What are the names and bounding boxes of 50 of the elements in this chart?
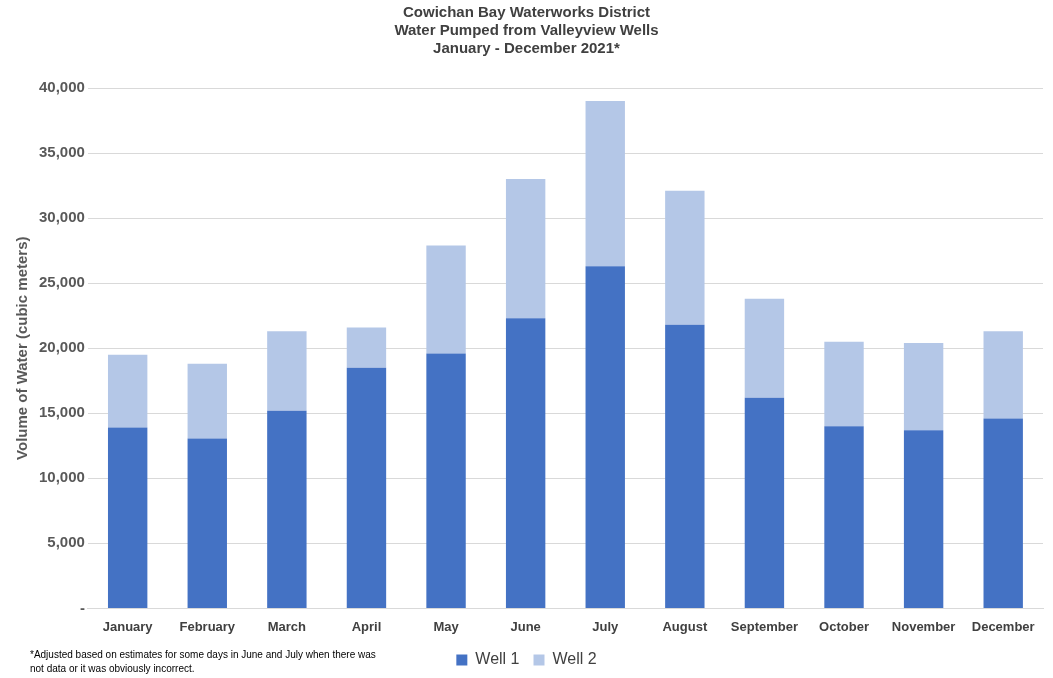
legend-label: Well 1: [475, 650, 520, 668]
bar: [824, 426, 864, 608]
bar: [107, 427, 148, 608]
x-tick-label: July: [592, 618, 620, 634]
bar: [903, 343, 944, 431]
y-tick-label: -: [79, 598, 85, 616]
bar: [346, 327, 387, 368]
x-tick-label: December: [971, 618, 1035, 634]
x-tick-label: March: [267, 618, 307, 634]
bar: [505, 318, 546, 608]
bar: [585, 266, 625, 608]
x-tick-label: February: [179, 618, 236, 634]
x-tick-label: September: [730, 618, 799, 634]
y-axis-title: Volume of Water (cubic meters): [13, 236, 31, 460]
bar: [983, 331, 1023, 419]
x-tick-label: April: [351, 618, 382, 634]
bar: [267, 410, 307, 608]
y-tick-label: 35,000: [38, 143, 85, 161]
x-tick-label: August: [662, 618, 708, 634]
bar: [665, 324, 705, 608]
bar: [187, 363, 227, 439]
x-tick-label: November: [891, 618, 956, 634]
bar: [744, 397, 785, 608]
x-tick-label: October: [819, 618, 869, 634]
bar: [585, 101, 625, 267]
bar: [744, 298, 785, 398]
y-tick-label: 20,000: [38, 338, 85, 356]
bar: [983, 418, 1023, 608]
y-tick-label: 5,000: [47, 533, 85, 551]
y-tick-label: 30,000: [38, 208, 85, 226]
y-tick-label: 15,000: [38, 403, 85, 421]
bar: [107, 354, 148, 428]
x-tick-label: May: [433, 618, 460, 634]
bar: [426, 245, 466, 354]
legend-label: Well 2: [552, 650, 597, 668]
bar: [187, 438, 227, 608]
bar: [824, 341, 864, 427]
text: *Adjusted based on estimates for some days in June and July when there was not data or it was obviously incorrect.: [30, 648, 377, 676]
y-tick-label: 40,000: [38, 78, 85, 96]
bar: [426, 353, 466, 608]
chart-title: Cowichan Bay Waterworks District Water Pumped from Valleyview Wells January - December 2021*: [394, 3, 659, 57]
bar: [267, 331, 307, 411]
bar: [505, 179, 546, 319]
x-tick-label: June: [510, 618, 541, 634]
bar: [903, 430, 944, 608]
bar: [665, 190, 705, 325]
x-tick-label: January: [102, 618, 154, 634]
y-tick-label: 25,000: [38, 273, 85, 291]
y-tick-label: 10,000: [38, 468, 85, 486]
bar: [346, 367, 387, 608]
